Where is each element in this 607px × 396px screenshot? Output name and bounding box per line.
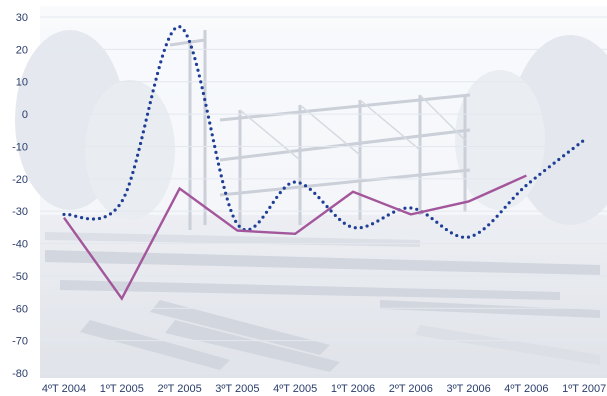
y-tick-label: -80 bbox=[12, 368, 28, 380]
y-tick-label: -20 bbox=[12, 174, 28, 186]
y-tick-label: -40 bbox=[12, 239, 28, 251]
x-tick-label: 3ºT 2006 bbox=[447, 383, 491, 395]
x-axis-ticks: 4ºT 2004 1ºT 2005 2ºT 2005 3ºT 2005 4ºT 2005… bbox=[42, 383, 606, 395]
x-tick-label: 4ºT 2004 bbox=[42, 383, 86, 395]
y-axis-ticks: 30 20 10 0 -10 -20 -30 -40 -50 -60 -70 -80 bbox=[12, 12, 28, 380]
series-line-2 bbox=[63, 174, 527, 301]
y-tick-label: -50 bbox=[12, 271, 28, 283]
y-tick-label: -60 bbox=[12, 303, 28, 315]
gridlines bbox=[40, 16, 607, 374]
y-tick-label: 10 bbox=[16, 77, 28, 89]
background-photo bbox=[15, 6, 607, 378]
x-tick-label: 1ºT 2006 bbox=[331, 383, 375, 395]
y-tick-label: -70 bbox=[12, 336, 28, 348]
x-tick-label: 4ºT 2006 bbox=[504, 383, 548, 395]
x-tick-label: 1ºT 2005 bbox=[100, 383, 144, 395]
y-tick-label: 0 bbox=[22, 109, 28, 121]
x-tick-label: 4ºT 2005 bbox=[273, 383, 317, 395]
x-tick-label: 1ºT 2007 bbox=[562, 383, 606, 395]
x-tick-label: 2ºT 2006 bbox=[389, 383, 433, 395]
x-tick-label: 2ºT 2005 bbox=[158, 383, 202, 395]
y-tick-label: 20 bbox=[16, 44, 28, 56]
y-tick-label: -30 bbox=[12, 206, 28, 218]
y-tick-label: 30 bbox=[16, 12, 28, 24]
y-tick-label: -10 bbox=[12, 141, 28, 153]
series-layer bbox=[62, 25, 586, 301]
x-tick-label: 3ºT 2005 bbox=[215, 383, 259, 395]
